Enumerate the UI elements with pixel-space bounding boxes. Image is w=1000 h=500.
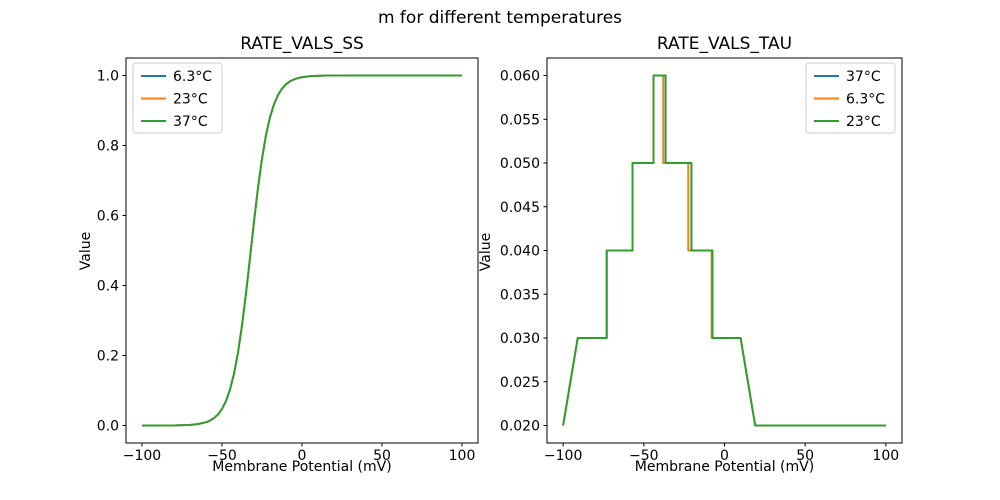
x-tick-label: 0	[298, 448, 307, 464]
x-axis-label-tau: Membrane Potential (mV)	[634, 459, 815, 475]
y-tick-label: 0.055	[500, 112, 540, 128]
y-tick-label: 0.040	[500, 244, 540, 260]
subplot-title-rate-vals-ss: RATE_VALS_SS	[240, 34, 364, 54]
series-line-23°C	[562, 74, 886, 427]
legend-label: 6.3°C	[173, 69, 212, 85]
y-axis-label-ss: Value	[78, 231, 94, 271]
figure-suptitle: m for different temperatures	[377, 8, 623, 28]
y-tick-label: 0.025	[500, 375, 540, 391]
x-tick-label: 0	[720, 448, 729, 464]
y-axis-label-tau: Value	[478, 232, 494, 272]
legend-label: 37°C	[846, 69, 881, 85]
y-tick-label: 0.2	[97, 349, 119, 365]
y-tick-label: 0.4	[97, 279, 119, 295]
y-tick-label: 0.060	[500, 69, 540, 85]
y-tick-label: 0.045	[500, 200, 540, 216]
legend: 37°C 6.3°C 23°C	[805, 62, 896, 134]
y-tick-label: 0.6	[97, 209, 119, 225]
x-tick-label: −100	[544, 448, 582, 464]
legend-box	[805, 62, 896, 134]
legend: 6.3°C 23°C 37°C	[132, 62, 223, 134]
y-tick-label: 0.8	[97, 139, 119, 155]
y-tick-label: 0.035	[500, 287, 540, 303]
x-tick-label: 50	[373, 448, 391, 464]
subplot-title-rate-vals-tau: RATE_VALS_TAU	[656, 34, 793, 54]
y-tick-label: 0.020	[500, 419, 540, 435]
x-tick-label: 50	[796, 448, 814, 464]
legend-label: 6.3°C	[846, 92, 885, 108]
y-tick-label: 0.0	[97, 419, 119, 435]
legend-label: 23°C	[846, 114, 881, 130]
x-tick-label: 100	[872, 448, 899, 464]
y-tick-label: 0.050	[500, 156, 540, 172]
legend-box	[132, 62, 223, 134]
subplot-0: −100 −50 0 50 100 0.0 0.2 0.4 0.6 0.8 1.0 6.3°C 23°C…	[97, 57, 479, 464]
x-axis-label-ss: Membrane Potential (mV)	[212, 459, 392, 475]
series-line-37°C	[142, 74, 462, 427]
x-tick-label: −100	[123, 448, 161, 464]
y-tick-label: 0.030	[500, 331, 540, 347]
legend-label: 37°C	[173, 114, 208, 130]
legend-label: 23°C	[173, 92, 208, 108]
x-tick-label: −50	[207, 448, 237, 464]
subplot-1: −100 −50 0 50 100 0.020 0.025 0.030 0.035 0.040 0.…	[500, 57, 903, 464]
y-tick-label: 1.0	[97, 69, 119, 85]
x-tick-label: 100	[449, 448, 476, 464]
x-tick-label: −50	[629, 448, 659, 464]
